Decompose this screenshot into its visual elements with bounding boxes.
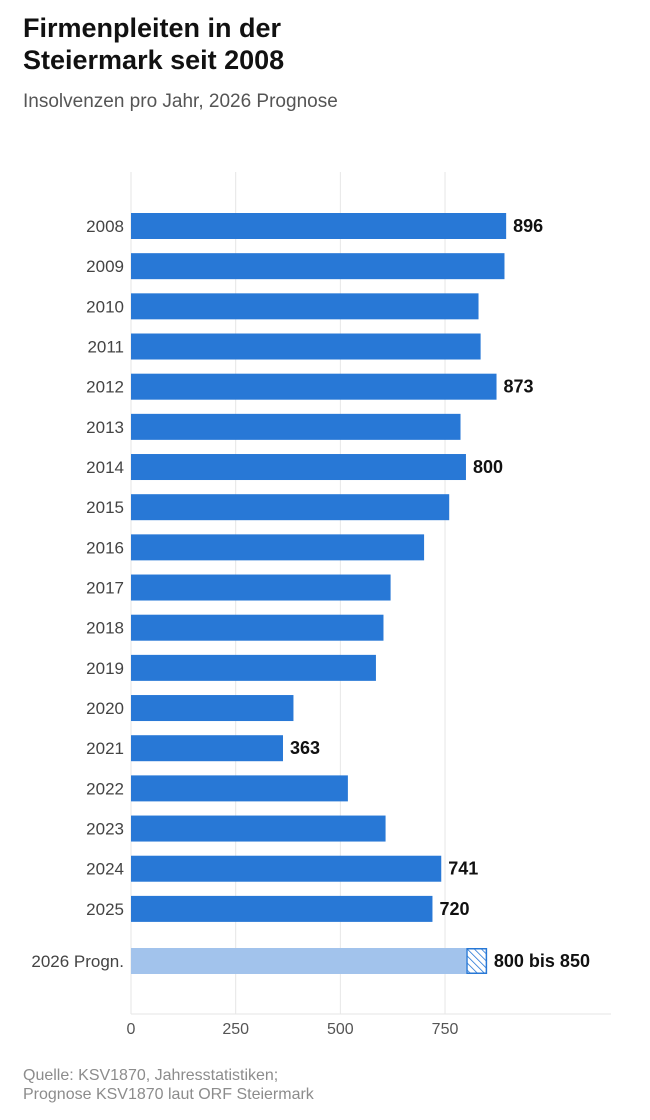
category-label: 2024 — [86, 860, 124, 879]
category-label: 2010 — [86, 297, 124, 316]
category-label: 2009 — [86, 257, 124, 276]
category-label: 2016 — [86, 538, 124, 557]
category-label: 2018 — [86, 619, 124, 638]
bar-chart: 0 250 500 750 896 873 800 363 741 720 800 bis 850… — [31, 172, 611, 1038]
bar — [131, 614, 384, 641]
bar — [131, 534, 425, 561]
bar — [131, 695, 294, 722]
bar — [131, 735, 283, 762]
bar — [131, 815, 386, 842]
category-label: 2017 — [86, 579, 124, 598]
bar — [131, 293, 479, 320]
data-label: 800 — [473, 457, 503, 477]
category-label: 2026 Progn. — [31, 952, 124, 971]
category-label: 2012 — [86, 378, 124, 397]
bar — [131, 895, 433, 922]
bar — [131, 253, 505, 280]
x-tick-label: 750 — [432, 1021, 459, 1038]
forecast-range-bar — [466, 948, 488, 974]
category-label: 2023 — [86, 820, 124, 839]
bar — [131, 654, 376, 681]
x-tick-label: 500 — [327, 1021, 354, 1038]
category-label: 2021 — [86, 739, 124, 758]
data-label: 800 bis 850 — [494, 951, 590, 971]
category-label: 2013 — [86, 418, 124, 437]
chart-subtitle: Insolvenzen pro Jahr, 2026 Prognose — [23, 91, 338, 112]
bar — [131, 494, 450, 521]
x-tick-label: 250 — [222, 1021, 249, 1038]
category-label: 2008 — [86, 217, 124, 236]
data-labels: 896 873 800 363 741 720 800 bis 850 — [290, 216, 590, 971]
chart-title: Firmenpleiten in der Steiermark seit 200… — [23, 12, 284, 76]
data-label: 363 — [290, 738, 320, 758]
data-label: 720 — [439, 899, 469, 919]
bar — [131, 454, 466, 481]
category-label: 2014 — [86, 458, 124, 477]
bar — [131, 333, 481, 360]
category-label: 2011 — [87, 338, 124, 357]
bar — [131, 413, 461, 440]
category-label: 2019 — [86, 659, 124, 678]
data-label: 896 — [513, 216, 543, 236]
source-line-2: Prognose KSV1870 laut ORF Steiermark — [23, 1086, 314, 1103]
category-label: 2022 — [86, 779, 124, 798]
chart-title-line-1: Firmenpleiten in der — [23, 13, 282, 43]
source-note: Quelle: KSV1870, Jahresstatistiken; Prog… — [23, 1066, 314, 1104]
source-line-1: Quelle: KSV1870, Jahresstatistiken; — [23, 1067, 279, 1084]
data-label: 741 — [448, 859, 478, 879]
bar — [131, 373, 497, 400]
category-label: 2025 — [86, 900, 124, 919]
bars — [131, 213, 507, 974]
category-label: 2015 — [86, 498, 124, 517]
bar — [131, 775, 348, 802]
bar — [131, 574, 391, 601]
category-label: 2020 — [86, 699, 124, 718]
x-tick-label: 0 — [127, 1021, 136, 1038]
forecast-bar — [131, 948, 466, 974]
category-labels: 2008 2009 2010 2011 2012 2013 2014 2015 2016 2017… — [31, 217, 124, 971]
x-axis: 0 250 500 750 — [127, 1013, 611, 1038]
bar — [131, 213, 507, 239]
bar — [131, 855, 442, 882]
chart-title-line-2: Steiermark seit 2008 — [23, 45, 285, 75]
data-label: 873 — [504, 377, 534, 397]
